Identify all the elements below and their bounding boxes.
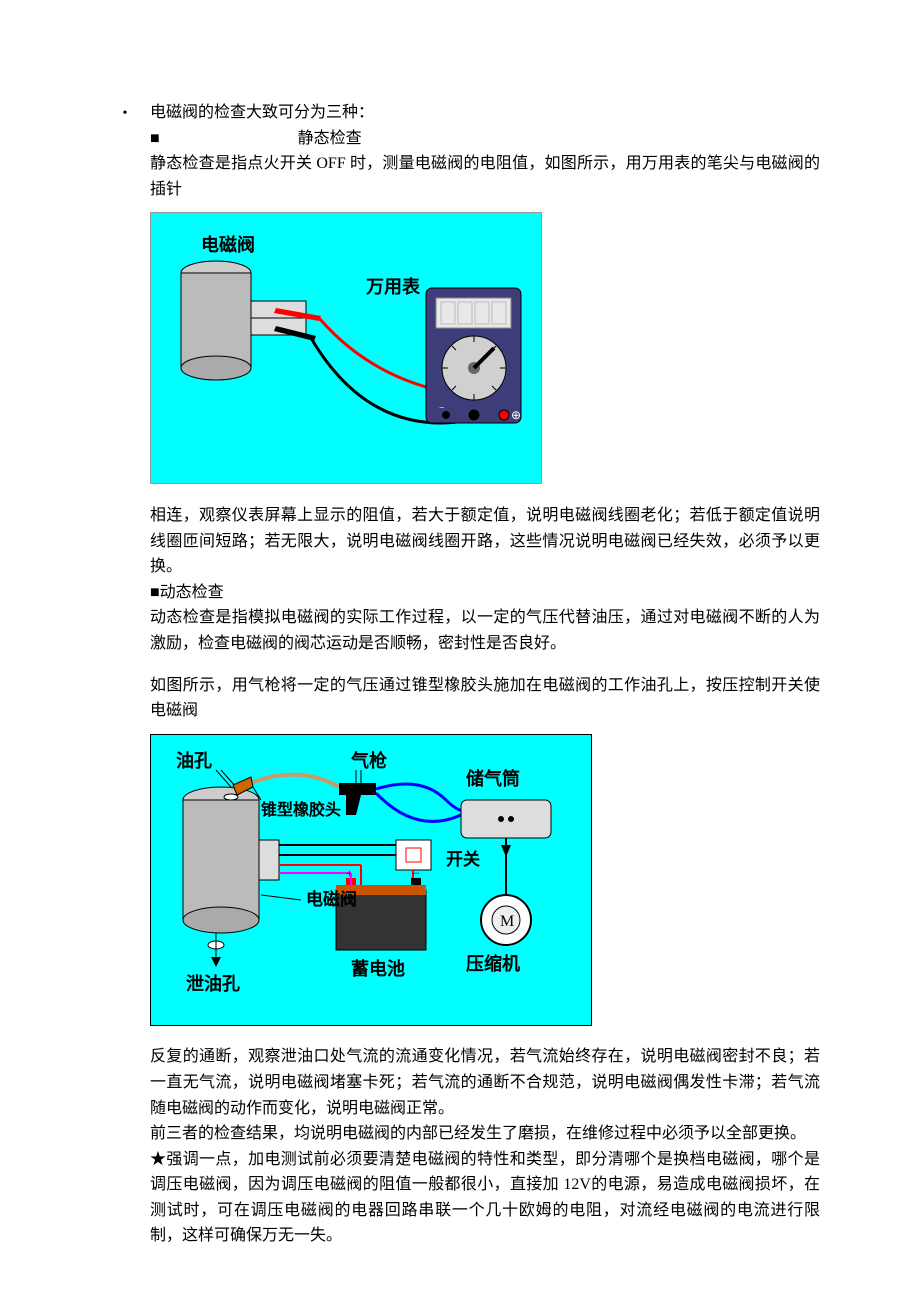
bullet-marker: •: [100, 103, 150, 125]
section1-p2: 相连，观察仪表屏幕上显示的阻值，若大于额定值，说明电磁阀线圈老化；若低于额定值说…: [150, 503, 820, 580]
document-page: • 电磁阀的检查大致可分为三种： ■ 静态检查 静态检查是指点火开关 OFF 时…: [0, 0, 920, 1309]
svg-text:−: −: [439, 403, 445, 414]
figure-2-svg: 油孔 气枪 储气筒: [161, 745, 581, 1015]
label-gun: 气枪: [350, 750, 387, 771]
label-battery: 蓄电池: [351, 958, 405, 979]
label-solenoid2: 电磁阀: [306, 889, 357, 909]
section2-p4: 前三者的检查结果，均说明电磁阀的内部已经发生了磨损，在维修过程中必须予以全部更换…: [150, 1121, 820, 1147]
section2-heading: ■动态检查: [150, 580, 820, 606]
figure-2: 油孔 气枪 储气筒: [150, 734, 820, 1035]
square-icon: ■: [150, 130, 160, 147]
section1-p1: 静态检查是指点火开关 OFF 时，测量电磁阀的电阻值，如图所示，用万用表的笔尖与…: [150, 151, 820, 202]
figure-1: 电磁阀: [150, 212, 820, 493]
label-oil-hole: 油孔: [176, 750, 212, 771]
section2-p2: 如图所示，用气枪将一定的气压通过锥型橡胶头施加在电磁阀的工作油孔上，按压控制开关…: [150, 673, 820, 724]
label-switch: 开关: [446, 849, 480, 869]
label-tank: 储气筒: [465, 768, 520, 789]
content-block: 电磁阀的检查大致可分为三种： ■ 静态检查 静态检查是指点火开关 OFF 时，测…: [150, 100, 820, 1249]
label-multimeter: 万用表: [365, 276, 421, 297]
intro-text: 电磁阀的检查大致可分为三种：: [150, 100, 820, 126]
section2-p5: ★强调一点，加电测试前必须要清楚电磁阀的特性和类型，即分清哪个是换档电磁阀，哪个…: [150, 1147, 820, 1249]
label-cone: 锥型橡胶头: [261, 800, 341, 819]
label-compressor: 压缩机: [466, 953, 520, 974]
bullet-item: • 电磁阀的检查大致可分为三种： ■ 静态检查 静态检查是指点火开关 OFF 时…: [100, 100, 820, 1249]
section1-heading: ■ 静态检查: [150, 126, 820, 152]
svg-text:⊕: ⊕: [511, 408, 521, 422]
svg-text:−: −: [413, 866, 420, 880]
label-solenoid: 电磁阀: [201, 234, 255, 255]
section1-title: 静态检查: [298, 130, 362, 147]
motor-letter: M: [500, 913, 514, 930]
figure-1-svg: 电磁阀: [161, 223, 531, 473]
label-drain: 泄油孔: [186, 973, 240, 994]
section2-p3: 反复的通断，观察泄油口处气流的流通变化情况，若气流始终存在，说明电磁阀密封不良；…: [150, 1044, 820, 1121]
section2-p1: 动态检查是指模拟电磁阀的实际工作过程，以一定的气压代替油压，通过对电磁阀不断的人…: [150, 605, 820, 656]
